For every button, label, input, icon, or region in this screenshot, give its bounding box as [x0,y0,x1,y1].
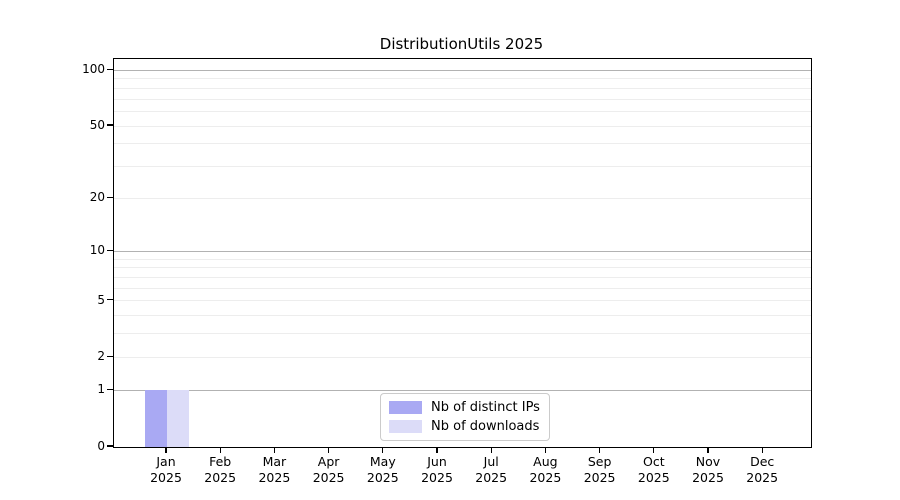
x-tick-month: Aug [533,454,558,469]
minor-gridline [114,267,811,269]
x-tick-year: 2025 [529,469,562,485]
x-tick-month: Jan [156,454,176,469]
plot-area: Nb of distinct IPs Nb of downloads [113,58,812,448]
x-tick-label: Apr 2025 [297,454,361,485]
legend-entry: Nb of downloads [389,419,540,434]
minor-gridline [114,356,811,358]
x-tick-year: 2025 [421,469,453,485]
x-tick-month: May [369,454,396,469]
y-tick-label: 10 [89,243,105,258]
minor-gridline [114,315,811,317]
minor-gridline [114,300,811,302]
x-tick-month: Nov [695,454,721,469]
x-tick-year: 2025 [204,469,237,485]
x-tick-mark [598,447,601,453]
legend-swatch [389,401,422,414]
y-tick-mark [107,124,113,126]
x-tick-year: 2025 [746,469,779,485]
x-tick-month: Oct [642,454,665,469]
x-tick-year: 2025 [475,469,508,485]
x-tick-year: 2025 [692,469,724,485]
x-tick-year: 2025 [366,469,399,485]
major-gridline [114,389,811,391]
x-tick-year: 2025 [312,469,345,485]
x-tick-mark [761,447,763,453]
x-tick-label: Jun 2025 [405,454,469,485]
x-tick-label: Jul 2025 [459,454,523,485]
x-tick-label: Mar 2025 [242,454,306,485]
x-tick-year: 2025 [150,469,182,485]
x-tick-month: Apr [317,454,340,469]
y-tick-mark [107,299,113,301]
major-gridline [114,250,811,252]
y-tick-label: 50 [89,118,105,133]
bar-nb-of-downloads [167,390,189,447]
y-tick-label: 100 [82,62,105,77]
x-tick-month: Dec [750,454,775,469]
x-tick-label: Sep 2025 [568,454,632,485]
y-tick-label: 2 [97,349,105,364]
x-tick-month: Sep [587,454,612,469]
y-tick-mark [107,445,113,447]
legend-entry: Nb of distinct IPs [389,400,540,415]
x-tick-label: Nov 2025 [676,454,740,485]
minor-gridline [114,166,811,168]
minor-gridline [114,143,811,145]
y-tick-mark [107,196,113,199]
minor-gridline [114,78,811,80]
x-tick-month: Feb [209,454,232,469]
x-tick-year: 2025 [637,469,670,485]
legend-label: Nb of downloads [431,419,540,434]
x-tick-label: Jan 2025 [134,454,198,485]
y-tick-mark [107,355,113,358]
minor-gridline [114,276,811,278]
y-tick-mark [107,388,113,391]
x-tick-mark [436,447,438,453]
x-tick-mark [490,447,492,453]
x-tick-month: Jun [427,454,447,469]
y-tick-label: 0 [97,439,105,453]
x-tick-mark [327,447,330,453]
legend-swatch [389,420,422,433]
x-tick-mark [653,447,655,453]
y-tick-label: 1 [97,382,105,397]
x-tick-label: Dec 2025 [730,454,794,485]
chart-title: DistributionUtils 2025 [379,35,544,53]
minor-gridline [114,125,811,127]
x-tick-month: Mar [262,454,287,469]
y-tick-label: 5 [97,292,105,307]
bar-nb-of-distinct-ips [145,390,167,447]
y-tick-mark [107,249,113,251]
x-tick-label: Feb 2025 [188,454,252,485]
x-tick-year: 2025 [258,469,291,485]
x-tick-mark [219,447,221,453]
minor-gridline [114,258,811,260]
x-tick-label: Oct 2025 [622,454,686,485]
x-tick-month: Jul [483,454,499,469]
minor-gridline [114,287,811,289]
x-tick-year: 2025 [583,469,616,485]
x-tick-mark [382,447,384,453]
minor-gridline [114,197,811,199]
y-tick-label: 20 [89,190,105,205]
minor-gridline [114,98,811,100]
x-tick-mark [273,447,276,453]
minor-gridline [114,87,811,89]
legend-label: Nb of distinct IPs [431,400,540,415]
x-tick-mark [707,447,709,453]
y-tick-mark [107,68,113,70]
x-tick-mark [544,447,547,453]
legend: Nb of distinct IPs Nb of downloads [380,393,550,441]
x-tick-label: May 2025 [351,454,415,485]
x-tick-mark [165,447,167,453]
major-gridline [114,69,811,71]
x-tick-label: Aug 2025 [513,454,577,485]
minor-gridline [114,110,811,112]
minor-gridline [114,333,811,335]
